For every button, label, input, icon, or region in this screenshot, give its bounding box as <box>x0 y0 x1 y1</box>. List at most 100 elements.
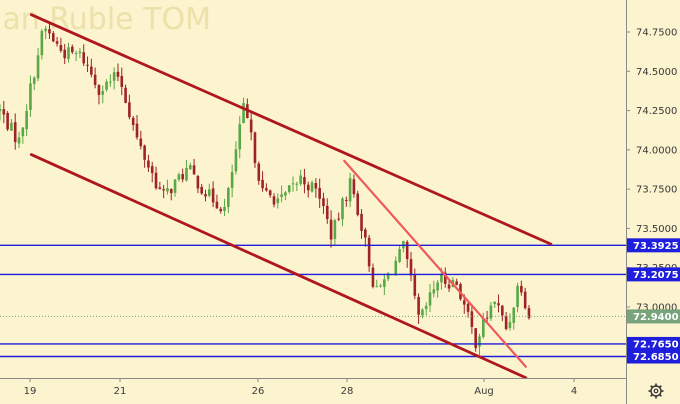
candle-body <box>265 188 268 191</box>
candle-body <box>516 285 519 308</box>
candle-body <box>25 110 28 130</box>
price-tags: 73.3925 73.2075 72.7650 72.6850 72.9400 <box>627 238 680 364</box>
candle-body <box>371 267 375 287</box>
candle-body <box>333 220 337 239</box>
candle-body <box>139 138 143 147</box>
candle-body <box>523 291 527 309</box>
candle-body <box>105 81 108 90</box>
candle-body <box>230 171 234 188</box>
candle-body <box>478 336 481 347</box>
candle-body <box>124 87 127 103</box>
candle-body <box>314 183 318 189</box>
price-tag-label: 72.6850 <box>633 352 679 363</box>
candle-body <box>223 206 226 211</box>
candle-body <box>44 28 47 32</box>
candle-body <box>234 149 238 172</box>
candle-body <box>55 41 59 44</box>
candle-body <box>367 237 371 267</box>
price-tag <box>627 309 680 324</box>
candle-body <box>238 124 242 150</box>
candle-body <box>29 83 32 111</box>
x-tick-label: 19 <box>24 386 37 397</box>
candle-body <box>325 205 329 220</box>
candle-body <box>147 160 150 168</box>
x-tick-label: 28 <box>341 386 354 397</box>
candle-body <box>166 188 169 192</box>
candle-body <box>394 260 398 276</box>
y-tick-label: 74.5000 <box>636 67 677 78</box>
candle-body <box>379 285 382 287</box>
candle-body <box>280 194 283 198</box>
candle-body <box>59 45 63 51</box>
candle-body <box>192 165 196 175</box>
candle-body <box>173 179 177 193</box>
candle-body <box>74 53 78 55</box>
price-tag-label: 72.9400 <box>633 312 679 323</box>
candle-body <box>219 208 223 212</box>
candle-body <box>208 189 211 196</box>
channel-lower-line[interactable] <box>29 153 528 380</box>
candle-body <box>48 29 51 34</box>
candle-body <box>257 163 261 181</box>
candle-body <box>97 85 101 95</box>
candle-body <box>520 285 523 293</box>
candle-body <box>215 201 219 209</box>
candle-body <box>318 187 321 199</box>
candle-body <box>405 241 409 260</box>
candle-body <box>112 72 116 81</box>
price-tag <box>627 336 680 351</box>
x-tick-label: Aug <box>474 386 494 397</box>
candle-body <box>413 274 417 296</box>
y-tick-label: 74.0000 <box>636 145 677 156</box>
candle-body <box>287 185 291 192</box>
price-tag-label: 73.3925 <box>633 241 679 252</box>
candle-body <box>78 51 82 54</box>
candle-body <box>383 279 386 287</box>
x-axis[interactable]: 19 21 26 28 Aug 4 <box>24 378 578 397</box>
candle-body <box>295 183 299 185</box>
candle-body <box>51 33 55 42</box>
candle-body <box>177 174 181 180</box>
candle-body <box>272 196 276 205</box>
candle-body <box>0 109 2 112</box>
y-tick-label: 74.7500 <box>636 28 677 39</box>
candle-body <box>86 64 89 66</box>
candle-body <box>284 192 287 196</box>
horizontal-levels <box>0 244 626 358</box>
price-tag-label: 72.7650 <box>633 339 679 350</box>
candle-body <box>303 177 306 185</box>
candle-body <box>386 273 390 280</box>
candle-body <box>299 175 302 184</box>
candle-body <box>131 117 135 125</box>
candle-body <box>512 307 516 323</box>
candle-body <box>128 102 131 118</box>
candle-body <box>10 122 13 131</box>
channel-upper-line[interactable] <box>29 13 553 246</box>
candle-body <box>150 166 154 174</box>
candle-body <box>116 71 120 77</box>
x-tick-label: 21 <box>114 386 127 397</box>
candle-body <box>493 301 497 305</box>
candle-body <box>310 182 314 192</box>
drawn-lines <box>29 13 553 380</box>
candle-body <box>82 52 86 64</box>
candle-body <box>364 229 367 238</box>
symbol-watermark: ian Ruble TOM <box>0 2 211 37</box>
candle-body <box>322 198 325 207</box>
candle-body <box>443 272 447 284</box>
gear-icon[interactable] <box>648 383 664 399</box>
candle-body <box>13 122 17 143</box>
candle-body <box>447 284 451 289</box>
candle-body <box>200 186 203 194</box>
candle-body <box>276 198 280 203</box>
y-tick-label: 74.2500 <box>636 106 677 117</box>
candle-body <box>143 145 146 160</box>
price-tag-label: 73.2075 <box>633 270 679 281</box>
candle-body <box>421 309 424 316</box>
trendline-line[interactable] <box>343 159 527 368</box>
candle-body <box>485 317 489 319</box>
candle-body <box>185 167 188 181</box>
candles <box>0 22 531 356</box>
